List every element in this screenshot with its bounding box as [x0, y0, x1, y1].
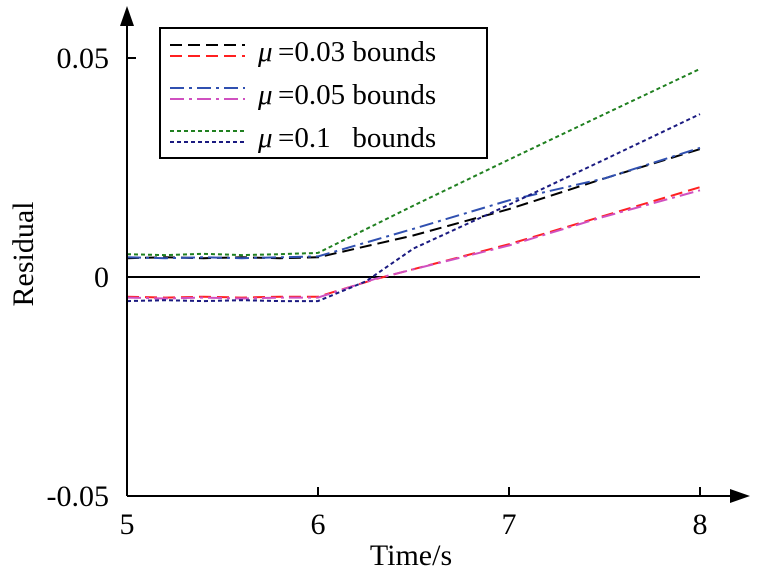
x-tick-label-3: 8: [693, 508, 708, 541]
series-line-4: [126, 67, 701, 257]
y-tick-label-0: 0.05: [57, 42, 110, 75]
legend-box: [159, 27, 488, 159]
series-line-5: [126, 113, 701, 303]
x-tick-label-0: 5: [120, 508, 135, 541]
series-line-1: [126, 186, 701, 299]
x-tick-label-1: 6: [311, 508, 326, 541]
legend-mu-symbol-0: μ: [257, 36, 273, 68]
y-ticks: 0.05 0 -0.05: [47, 42, 136, 513]
series-line-2: [126, 146, 701, 260]
x-ticks: 5 6 7 8: [120, 487, 708, 541]
legend-label-1: =0.05 bounds: [278, 79, 436, 111]
x-axis-arrowhead: [730, 489, 750, 503]
legend-mu-symbol-1: μ: [257, 79, 273, 111]
y-axis-arrowhead: [120, 6, 134, 26]
series-line-0: [126, 148, 701, 260]
series-group: [126, 67, 701, 303]
x-axis-title: Time/s: [370, 539, 452, 572]
legend-label-0: =0.03 bounds: [278, 36, 436, 68]
y-axis-title: Residual: [7, 202, 40, 307]
series-line-3: [126, 189, 701, 300]
axes-group: [120, 6, 750, 503]
y-tick-label-2: -0.05: [47, 480, 110, 513]
x-tick-label-2: 7: [502, 508, 517, 541]
legend-label-2: =0.1 bounds: [278, 122, 436, 154]
y-tick-label-1: 0: [94, 261, 109, 294]
legend-mu-symbol-2: μ: [257, 122, 273, 154]
